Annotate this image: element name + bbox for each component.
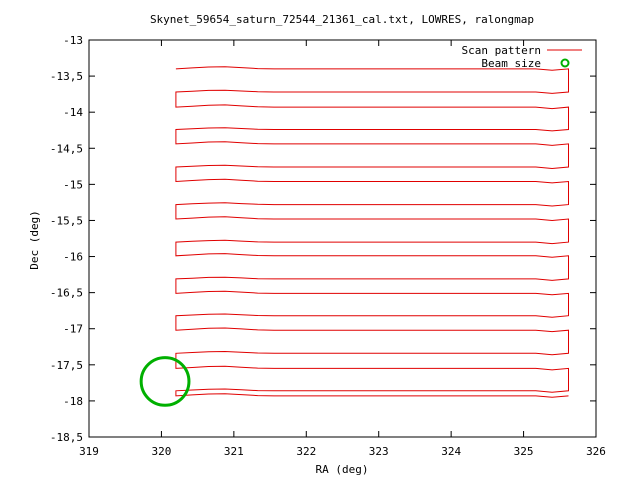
legend-swatch-beam — [560, 58, 570, 68]
axis-ticks: 319 320 321 322 323 324 325 326 -13 -13,5 -14 -14,5… — [50, 34, 606, 458]
y-tick-label: -14,5 — [50, 142, 83, 155]
y-tick-label: -18 — [63, 395, 83, 408]
scan-pattern-layer — [175, 66, 569, 398]
beam-layer — [139, 356, 191, 407]
y-tick-label: -16,5 — [50, 287, 83, 300]
chart-title: Skynet_59654_saturn_72544_21361_cal.txt,… — [150, 13, 534, 26]
x-tick-label: 322 — [296, 445, 316, 458]
x-tick-label: 323 — [369, 445, 389, 458]
x-tick-label: 324 — [441, 445, 461, 458]
scan-pattern-line — [175, 66, 569, 398]
legend-label-beam: Beam size — [481, 57, 541, 70]
legend: Scan pattern Beam size — [462, 44, 582, 70]
beam-size-circle — [139, 356, 191, 407]
plot-frame — [88, 39, 597, 438]
y-tick-label: -18,5 — [50, 431, 83, 444]
y-tick-label: -14 — [63, 106, 83, 119]
y-tick-label: -17 — [63, 323, 83, 336]
y-tick-label: -16 — [63, 251, 83, 264]
y-tick-label: -13 — [63, 34, 83, 47]
y-tick-label: -13,5 — [50, 70, 83, 83]
x-tick-label: 325 — [514, 445, 534, 458]
x-tick-label: 319 — [79, 445, 99, 458]
y-tick-label: -15 — [63, 178, 83, 191]
legend-label-scan: Scan pattern — [462, 44, 541, 57]
x-tick-label: 321 — [224, 445, 244, 458]
y-tick-label: -17,5 — [50, 359, 83, 372]
x-axis-label: RA (deg) — [316, 463, 369, 476]
x-tick-label: 320 — [151, 445, 171, 458]
x-tick-label: 326 — [586, 445, 606, 458]
y-axis-label: Dec (deg) — [28, 210, 41, 270]
y-tick-label: -15,5 — [50, 214, 83, 227]
